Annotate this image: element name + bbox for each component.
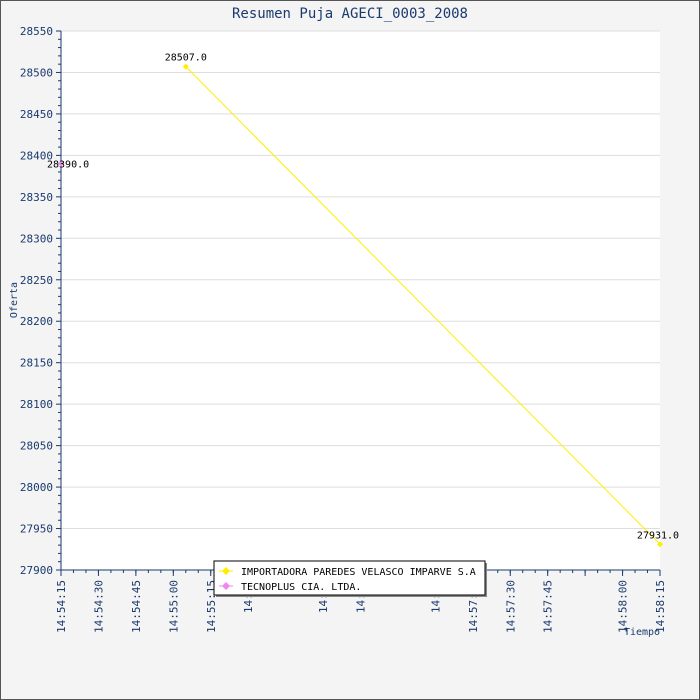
- series-group: 28507.0 27931.0 28390.0: [47, 53, 679, 548]
- data-point: [58, 160, 64, 167]
- y-tick-label: 28100: [20, 398, 53, 411]
- x-tick-label: 14:57:45: [542, 580, 555, 633]
- chart-title: Resumen Puja AGECI_0003_2008: [232, 6, 468, 22]
- data-label: 28507.0: [165, 53, 207, 64]
- y-axis-ticks: 27900 27950 28000 28050 28100 28150 28200 28250…: [20, 25, 61, 577]
- legend-swatch-marker: [222, 567, 230, 575]
- legend: IMPORTADORA PAREDES VELASCO IMPARVE S.A T…: [213, 560, 487, 597]
- legend-swatch-marker: [222, 582, 230, 590]
- x-tick-label: 14:54:15: [55, 580, 68, 633]
- y-tick-label: 28550: [20, 25, 53, 38]
- x-tick-label: 14:58:15: [654, 580, 667, 633]
- y-tick-label: 28150: [20, 357, 53, 370]
- y-tick-label: 28300: [20, 232, 53, 245]
- data-label: 27931.0: [637, 530, 679, 541]
- y-tick-label: 28250: [20, 274, 53, 287]
- data-label: 28390.0: [47, 160, 89, 171]
- data-point: [657, 541, 663, 548]
- x-tick-label: 14:55:00: [167, 580, 180, 633]
- y-tick-label: 27900: [20, 564, 53, 577]
- data-point: [182, 63, 189, 70]
- y-tick-label: 28200: [20, 315, 53, 328]
- x-tick-label: 14:58:00: [617, 580, 630, 633]
- y-tick-label: 28400: [20, 149, 53, 162]
- y-tick-label: 28050: [20, 440, 53, 453]
- series-line: [185, 66, 661, 545]
- y-tick-label: 28350: [20, 191, 53, 204]
- legend-entry: IMPORTADORA PAREDES VELASCO IMPARVE S.A: [241, 567, 476, 578]
- x-tick-label: 14:54:45: [130, 580, 143, 633]
- legend-entry: TECNOPLUS CIA. LTDA.: [241, 582, 361, 593]
- y-tick-label: 28450: [20, 108, 53, 121]
- y-tick-label: 27950: [20, 523, 53, 536]
- x-tick-label: 14:54:30: [92, 580, 105, 633]
- x-tick-label: 14:57:30: [504, 580, 517, 633]
- y-tick-label: 28500: [20, 66, 53, 79]
- y-axis-label: Oferta: [9, 282, 20, 318]
- legend-box: [213, 560, 486, 596]
- x-axis-label: Tiempo: [624, 627, 660, 638]
- plot-area: [61, 31, 660, 570]
- y-tick-label: 28000: [20, 481, 53, 494]
